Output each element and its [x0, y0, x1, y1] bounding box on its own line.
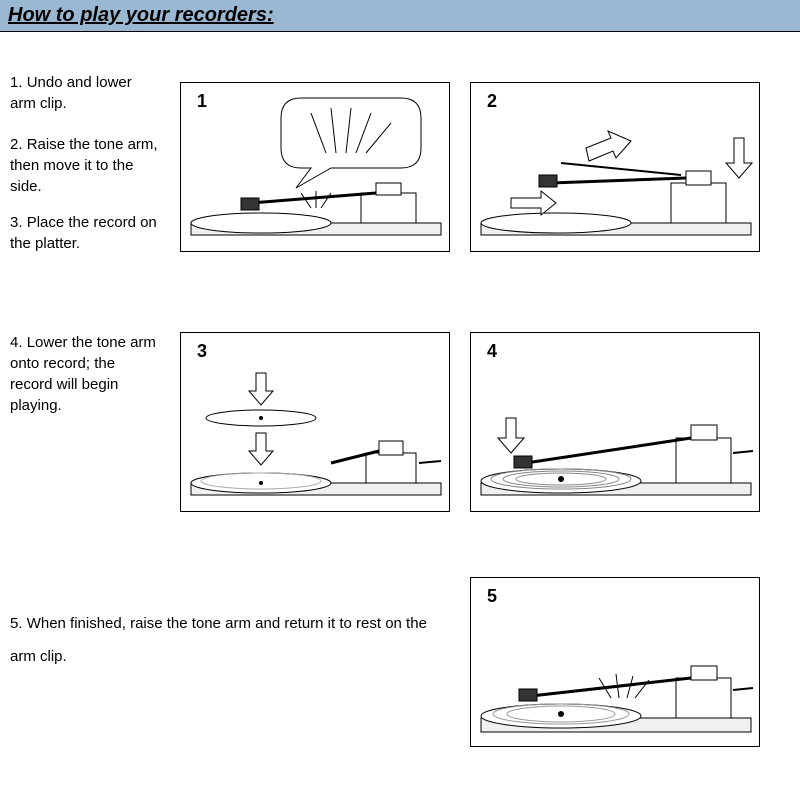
diagram-1-icon [181, 83, 451, 253]
diagram-5-icon [471, 578, 761, 748]
diagram-3-icon [181, 333, 451, 513]
step-1-text: 1. Undo and lower arm clip. [10, 72, 160, 114]
content-area: 1. Undo and lower arm clip. 2. Raise the… [0, 32, 800, 72]
panel-5: 5 [470, 577, 760, 747]
step-4-text: 4. Lower the tone arm onto record; the r… [10, 332, 160, 416]
header-bar: How to play your recorders: [0, 0, 800, 32]
diagram-2-icon [471, 83, 761, 253]
panel-2-label: 2 [487, 91, 497, 112]
panel-5-label: 5 [487, 586, 497, 607]
panel-4: 4 [470, 332, 760, 512]
step-5-text: 5. When finished, raise the tone arm and… [10, 607, 450, 673]
panel-3-label: 3 [197, 341, 207, 362]
panel-1-label: 1 [197, 91, 207, 112]
panel-3: 3 [180, 332, 450, 512]
diagram-4-icon [471, 333, 761, 513]
page-title: How to play your recorders: [8, 4, 274, 26]
step-3-text: 3. Place the record on the platter. [10, 212, 160, 254]
panel-2: 2 [470, 82, 760, 252]
panel-4-label: 4 [487, 341, 497, 362]
panel-1: 1 [180, 82, 450, 252]
step-2-text: 2. Raise the tone arm, then move it to t… [10, 134, 160, 197]
